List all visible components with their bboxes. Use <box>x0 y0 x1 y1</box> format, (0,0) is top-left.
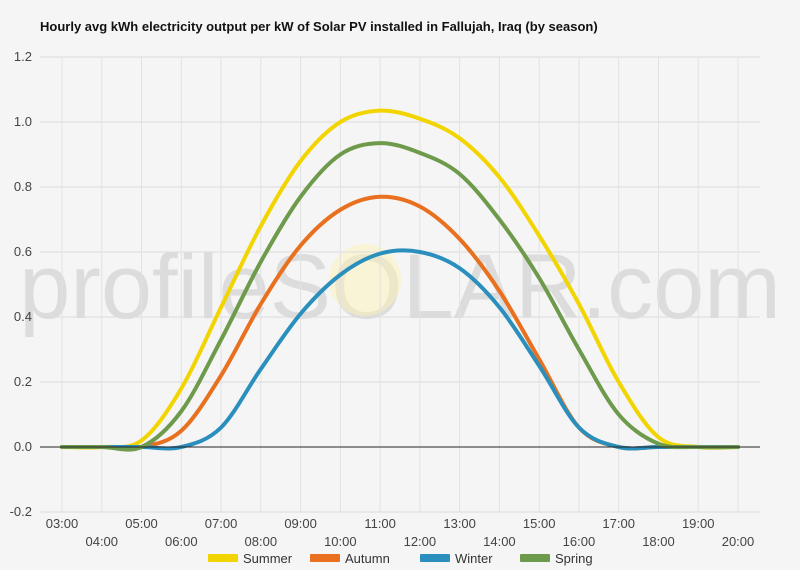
legend-label-summer: Summer <box>243 551 293 566</box>
watermark-sun-icon <box>329 244 401 316</box>
x-tick-label: 19:00 <box>682 516 715 531</box>
x-tick-label: 10:00 <box>324 534 357 549</box>
legend-label-autumn: Autumn <box>345 551 390 566</box>
legend-swatch-spring <box>520 554 550 562</box>
x-tick-label: 16:00 <box>563 534 596 549</box>
y-tick-label: 0.8 <box>14 179 32 194</box>
grid <box>40 56 760 513</box>
y-tick-label: 0.6 <box>14 244 32 259</box>
legend-label-winter: Winter <box>455 551 493 566</box>
x-tick-label: 03:00 <box>46 516 79 531</box>
series-line-spring <box>60 141 740 452</box>
x-tick-label: 06:00 <box>165 534 198 549</box>
chart-title: Hourly avg kWh electricity output per kW… <box>40 19 598 34</box>
x-tick-label: 12:00 <box>404 534 437 549</box>
legend-label-spring: Spring <box>555 551 593 566</box>
x-tick-label: 05:00 <box>125 516 158 531</box>
y-tick-label: 0.0 <box>14 439 32 454</box>
x-tick-label: 14:00 <box>483 534 516 549</box>
y-tick-label: -0.2 <box>10 504 32 519</box>
y-tick-label: 1.2 <box>14 49 32 64</box>
legend-swatch-autumn <box>310 554 340 562</box>
x-tick-label: 17:00 <box>602 516 635 531</box>
x-tick-label: 18:00 <box>642 534 675 549</box>
y-tick-label: 0.4 <box>14 309 32 324</box>
x-tick-label: 13:00 <box>443 516 476 531</box>
x-tick-label: 08:00 <box>245 534 278 549</box>
legend: Summer Autumn Winter Spring <box>208 551 593 566</box>
x-tick-label: 15:00 <box>523 516 556 531</box>
legend-swatch-summer <box>208 554 238 562</box>
series-line-summer <box>60 108 740 450</box>
watermark-text: profileSOLAR.com <box>19 236 781 338</box>
y-tick-label: 1.0 <box>14 114 32 129</box>
x-tick-label: 04:00 <box>85 534 118 549</box>
y-tick-label: 0.2 <box>14 374 32 389</box>
axes: -0.2 0.0 0.2 0.4 0.6 0.8 1.0 1.2 03:00 04:00 05:00… <box>10 49 760 549</box>
x-tick-label: 09:00 <box>284 516 317 531</box>
x-tick-label: 11:00 <box>364 516 396 531</box>
x-tick-label: 07:00 <box>205 516 238 531</box>
legend-swatch-winter <box>420 554 450 562</box>
x-tick-label: 20:00 <box>722 534 755 549</box>
